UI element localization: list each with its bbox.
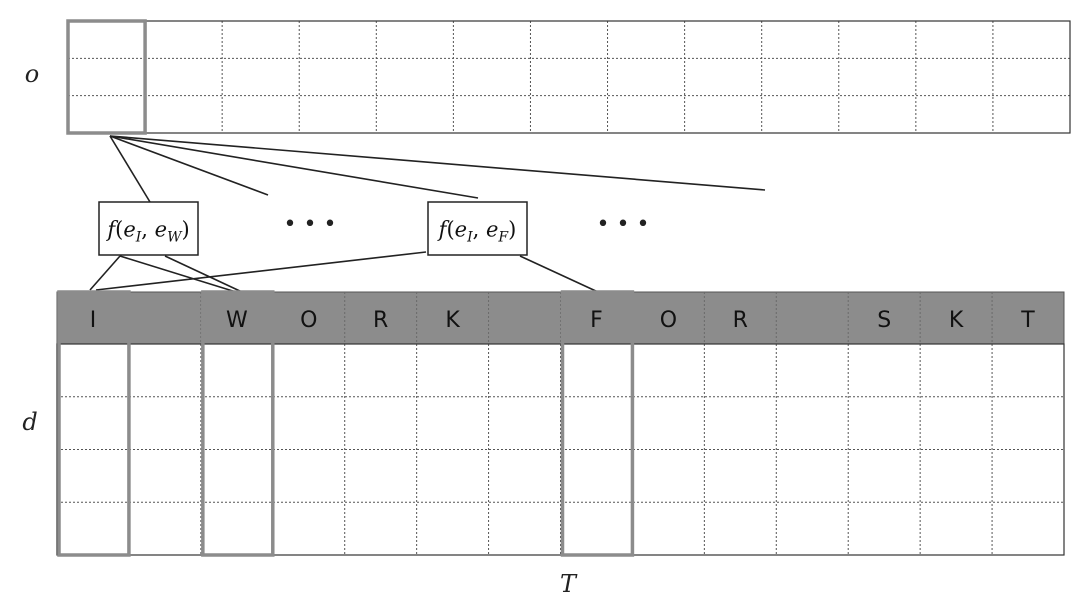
link-box2-to-I: [95, 251, 427, 291]
ellipsis-2: • • •: [597, 212, 650, 237]
input-axis-label: d: [22, 408, 37, 436]
output-grid-border: [67, 20, 1071, 134]
output-highlight-cell: [66, 19, 147, 135]
link-box2-to-F: [519, 255, 599, 293]
ellipsis-1: • • •: [284, 212, 337, 237]
sequence-char: I: [90, 308, 97, 333]
link-output-to-far: [109, 135, 766, 191]
link-output-to-ellipsis1: [109, 135, 269, 196]
sequence-char: K: [445, 308, 460, 333]
link-box1-to-I: [89, 255, 121, 291]
sequence-char: K: [949, 308, 964, 333]
input-grid-border: [56, 343, 1065, 556]
input-grid: [56, 290, 1065, 557]
function-box-iw: f(eI, eW): [98, 201, 199, 256]
sequence-char: O: [660, 308, 677, 333]
sequence-char: R: [373, 308, 388, 333]
output-axis-label: o: [25, 60, 39, 88]
sequence-char: O: [300, 308, 317, 333]
input-highlight-column: [560, 290, 635, 557]
sequence-char: S: [877, 308, 891, 333]
connection-lines: [89, 135, 766, 293]
output-grid: [66, 19, 1071, 135]
sequence-char: F: [590, 308, 603, 333]
time-axis-label: T: [560, 570, 578, 598]
sequence-char: T: [1020, 308, 1035, 333]
input-highlight-column: [201, 290, 275, 557]
link-box1-to-W-left: [119, 255, 237, 293]
input-highlight-column: [57, 290, 131, 557]
sequence-char: R: [733, 308, 748, 333]
link-output-to-box1: [109, 135, 151, 203]
link-output-to-box2: [109, 135, 479, 199]
function-box-if: f(eI, eF): [427, 201, 528, 256]
link-box1-to-W: [164, 255, 243, 293]
function-box-frame: [98, 201, 199, 256]
function-label: f(eI, eW): [105, 218, 189, 246]
function-box-frame: [427, 201, 528, 256]
function-label: f(eI, eF): [437, 218, 517, 246]
sequence-char: W: [226, 308, 248, 333]
